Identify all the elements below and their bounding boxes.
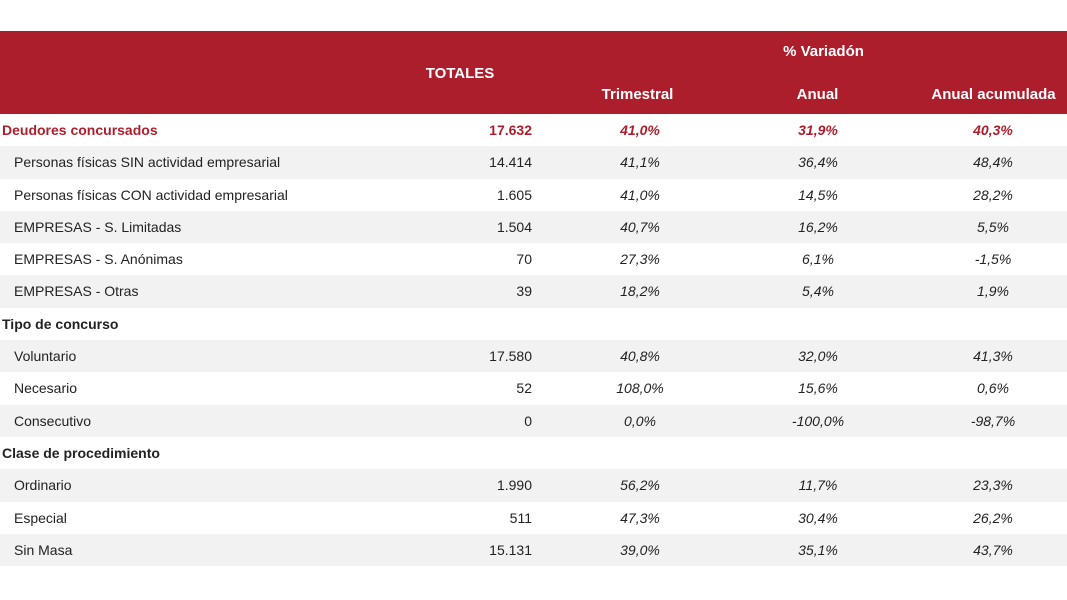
- table-body: Deudores concursados 17.632 41,0% 31,9% 40,3…: [0, 114, 1067, 567]
- row-label: Consecutivo: [14, 412, 92, 429]
- table-row: Consecutivo 0 0,0% -100,0% -98,7%: [0, 404, 1067, 437]
- totales-cell: 511: [509, 509, 532, 526]
- trimestral-cell: 40,7%: [620, 218, 660, 235]
- trimestral-cell: 56,2%: [620, 477, 660, 494]
- header-anual: Anual: [796, 86, 839, 103]
- anual-acumulada-cell: 41,3%: [973, 348, 1013, 365]
- table-row: Ordinario 1.990 56,2% 11,7% 23,3%: [0, 469, 1067, 502]
- anual-cell: 15,6%: [798, 380, 838, 397]
- anual-acumulada-cell: 5,5%: [977, 218, 1009, 235]
- row-label: Necesario: [14, 380, 78, 397]
- row-label: EMPRESAS - S. Limitadas: [14, 218, 182, 235]
- table-row: EMPRESAS - S. Anónimas 70 27,3% 6,1% -1,5%: [0, 243, 1067, 275]
- row-label: EMPRESAS - Otras: [14, 283, 139, 300]
- trimestral-cell: 41,0%: [620, 186, 660, 203]
- header-anual-acumulada: Anual acumulada: [931, 86, 1056, 103]
- row-label: Personas físicas CON actividad empresari…: [14, 186, 288, 203]
- anual-acumulada-cell: -98,7%: [970, 412, 1016, 429]
- anual-cell: 14,5%: [798, 186, 838, 203]
- anual-acumulada-cell: 43,7%: [973, 541, 1013, 558]
- table-row: Personas físicas SIN actividad empresari…: [0, 146, 1067, 179]
- anual-acumulada-cell: 23,3%: [973, 477, 1013, 494]
- table-row: Personas físicas CON actividad empresari…: [0, 179, 1067, 211]
- totales-cell: 17.632: [489, 122, 532, 138]
- anual-cell: 35,1%: [798, 541, 838, 558]
- anual-cell: 31,9%: [798, 122, 838, 138]
- trimestral-cell: 39,0%: [620, 541, 660, 558]
- totales-cell: 17.580: [489, 348, 532, 365]
- row-label: Clase de procedimiento: [2, 444, 160, 461]
- header-totales: TOTALES: [425, 65, 495, 82]
- anual-acumulada-cell: 1,9%: [977, 283, 1009, 300]
- header-variacion: % Variadón: [783, 43, 864, 60]
- row-label: Tipo de concurso: [2, 315, 119, 332]
- table-row: Sin Masa 15.131 39,0% 35,1% 43,7%: [0, 533, 1067, 567]
- section-header-row: Clase de procedimiento: [0, 437, 1067, 469]
- anual-cell: 11,7%: [798, 477, 838, 494]
- trimestral-cell: 41,1%: [620, 154, 660, 171]
- statistics-table: TOTALES % Variadón Trimestral Anual Anua…: [0, 31, 1067, 567]
- table-row: Voluntario 17.580 40,8% 32,0% 41,3%: [0, 340, 1067, 373]
- anual-cell: 32,0%: [798, 348, 838, 365]
- header-trimestral: Trimestral: [601, 86, 674, 103]
- anual-cell: 36,4%: [798, 154, 838, 171]
- anual-acumulada-cell: -1,5%: [974, 251, 1012, 268]
- anual-acumulada-cell: 48,4%: [973, 154, 1013, 171]
- totales-cell: 0: [524, 412, 532, 429]
- table-row: EMPRESAS - S. Limitadas 1.504 40,7% 16,2% 5,…: [0, 210, 1067, 244]
- anual-acumulada-cell: 0,6%: [977, 380, 1009, 397]
- totales-cell: 14.414: [489, 154, 532, 171]
- anual-acumulada-cell: 28,2%: [973, 186, 1013, 203]
- table-row: EMPRESAS - Otras 39 18,2% 5,4% 1,9%: [0, 275, 1067, 308]
- row-label: Personas físicas SIN actividad empresari…: [14, 154, 281, 171]
- row-label: Voluntario: [14, 348, 77, 365]
- anual-cell: 5,4%: [802, 283, 834, 300]
- totales-cell: 1.990: [496, 477, 532, 494]
- table-row: Especial 511 47,3% 30,4% 26,2%: [0, 502, 1067, 534]
- anual-cell: 6,1%: [802, 251, 834, 268]
- total-row: Deudores concursados 17.632 41,0% 31,9% 40,3…: [0, 114, 1067, 146]
- section-header-row: Tipo de concurso: [0, 308, 1067, 340]
- trimestral-cell: 47,3%: [620, 509, 660, 526]
- trimestral-cell: 27,3%: [620, 251, 660, 268]
- anual-acumulada-cell: 40,3%: [973, 122, 1013, 138]
- table-row: Necesario 52 108,0% 15,6% 0,6%: [0, 372, 1067, 404]
- anual-acumulada-cell: 26,2%: [973, 509, 1013, 526]
- totales-cell: 15.131: [489, 541, 532, 558]
- anual-cell: -100,0%: [791, 412, 845, 429]
- totales-cell: 70: [516, 251, 532, 268]
- row-label: Deudores concursados: [2, 122, 158, 138]
- anual-cell: 16,2%: [798, 218, 838, 235]
- trimestral-cell: 40,8%: [620, 348, 660, 365]
- totales-cell: 1.605: [496, 186, 532, 203]
- trimestral-cell: 0,0%: [624, 412, 656, 429]
- totales-cell: 39: [516, 283, 532, 300]
- trimestral-cell: 41,0%: [620, 122, 660, 138]
- row-label: Ordinario: [14, 477, 72, 494]
- table-header: TOTALES % Variadón Trimestral Anual Anua…: [0, 31, 1067, 114]
- totales-cell: 1.504: [496, 218, 532, 235]
- row-label: Sin Masa: [14, 541, 73, 558]
- totales-cell: 52: [516, 380, 532, 397]
- row-label: EMPRESAS - S. Anónimas: [14, 251, 183, 268]
- anual-cell: 30,4%: [798, 509, 838, 526]
- row-label: Especial: [14, 509, 67, 526]
- trimestral-cell: 108,0%: [616, 380, 664, 397]
- trimestral-cell: 18,2%: [620, 283, 660, 300]
